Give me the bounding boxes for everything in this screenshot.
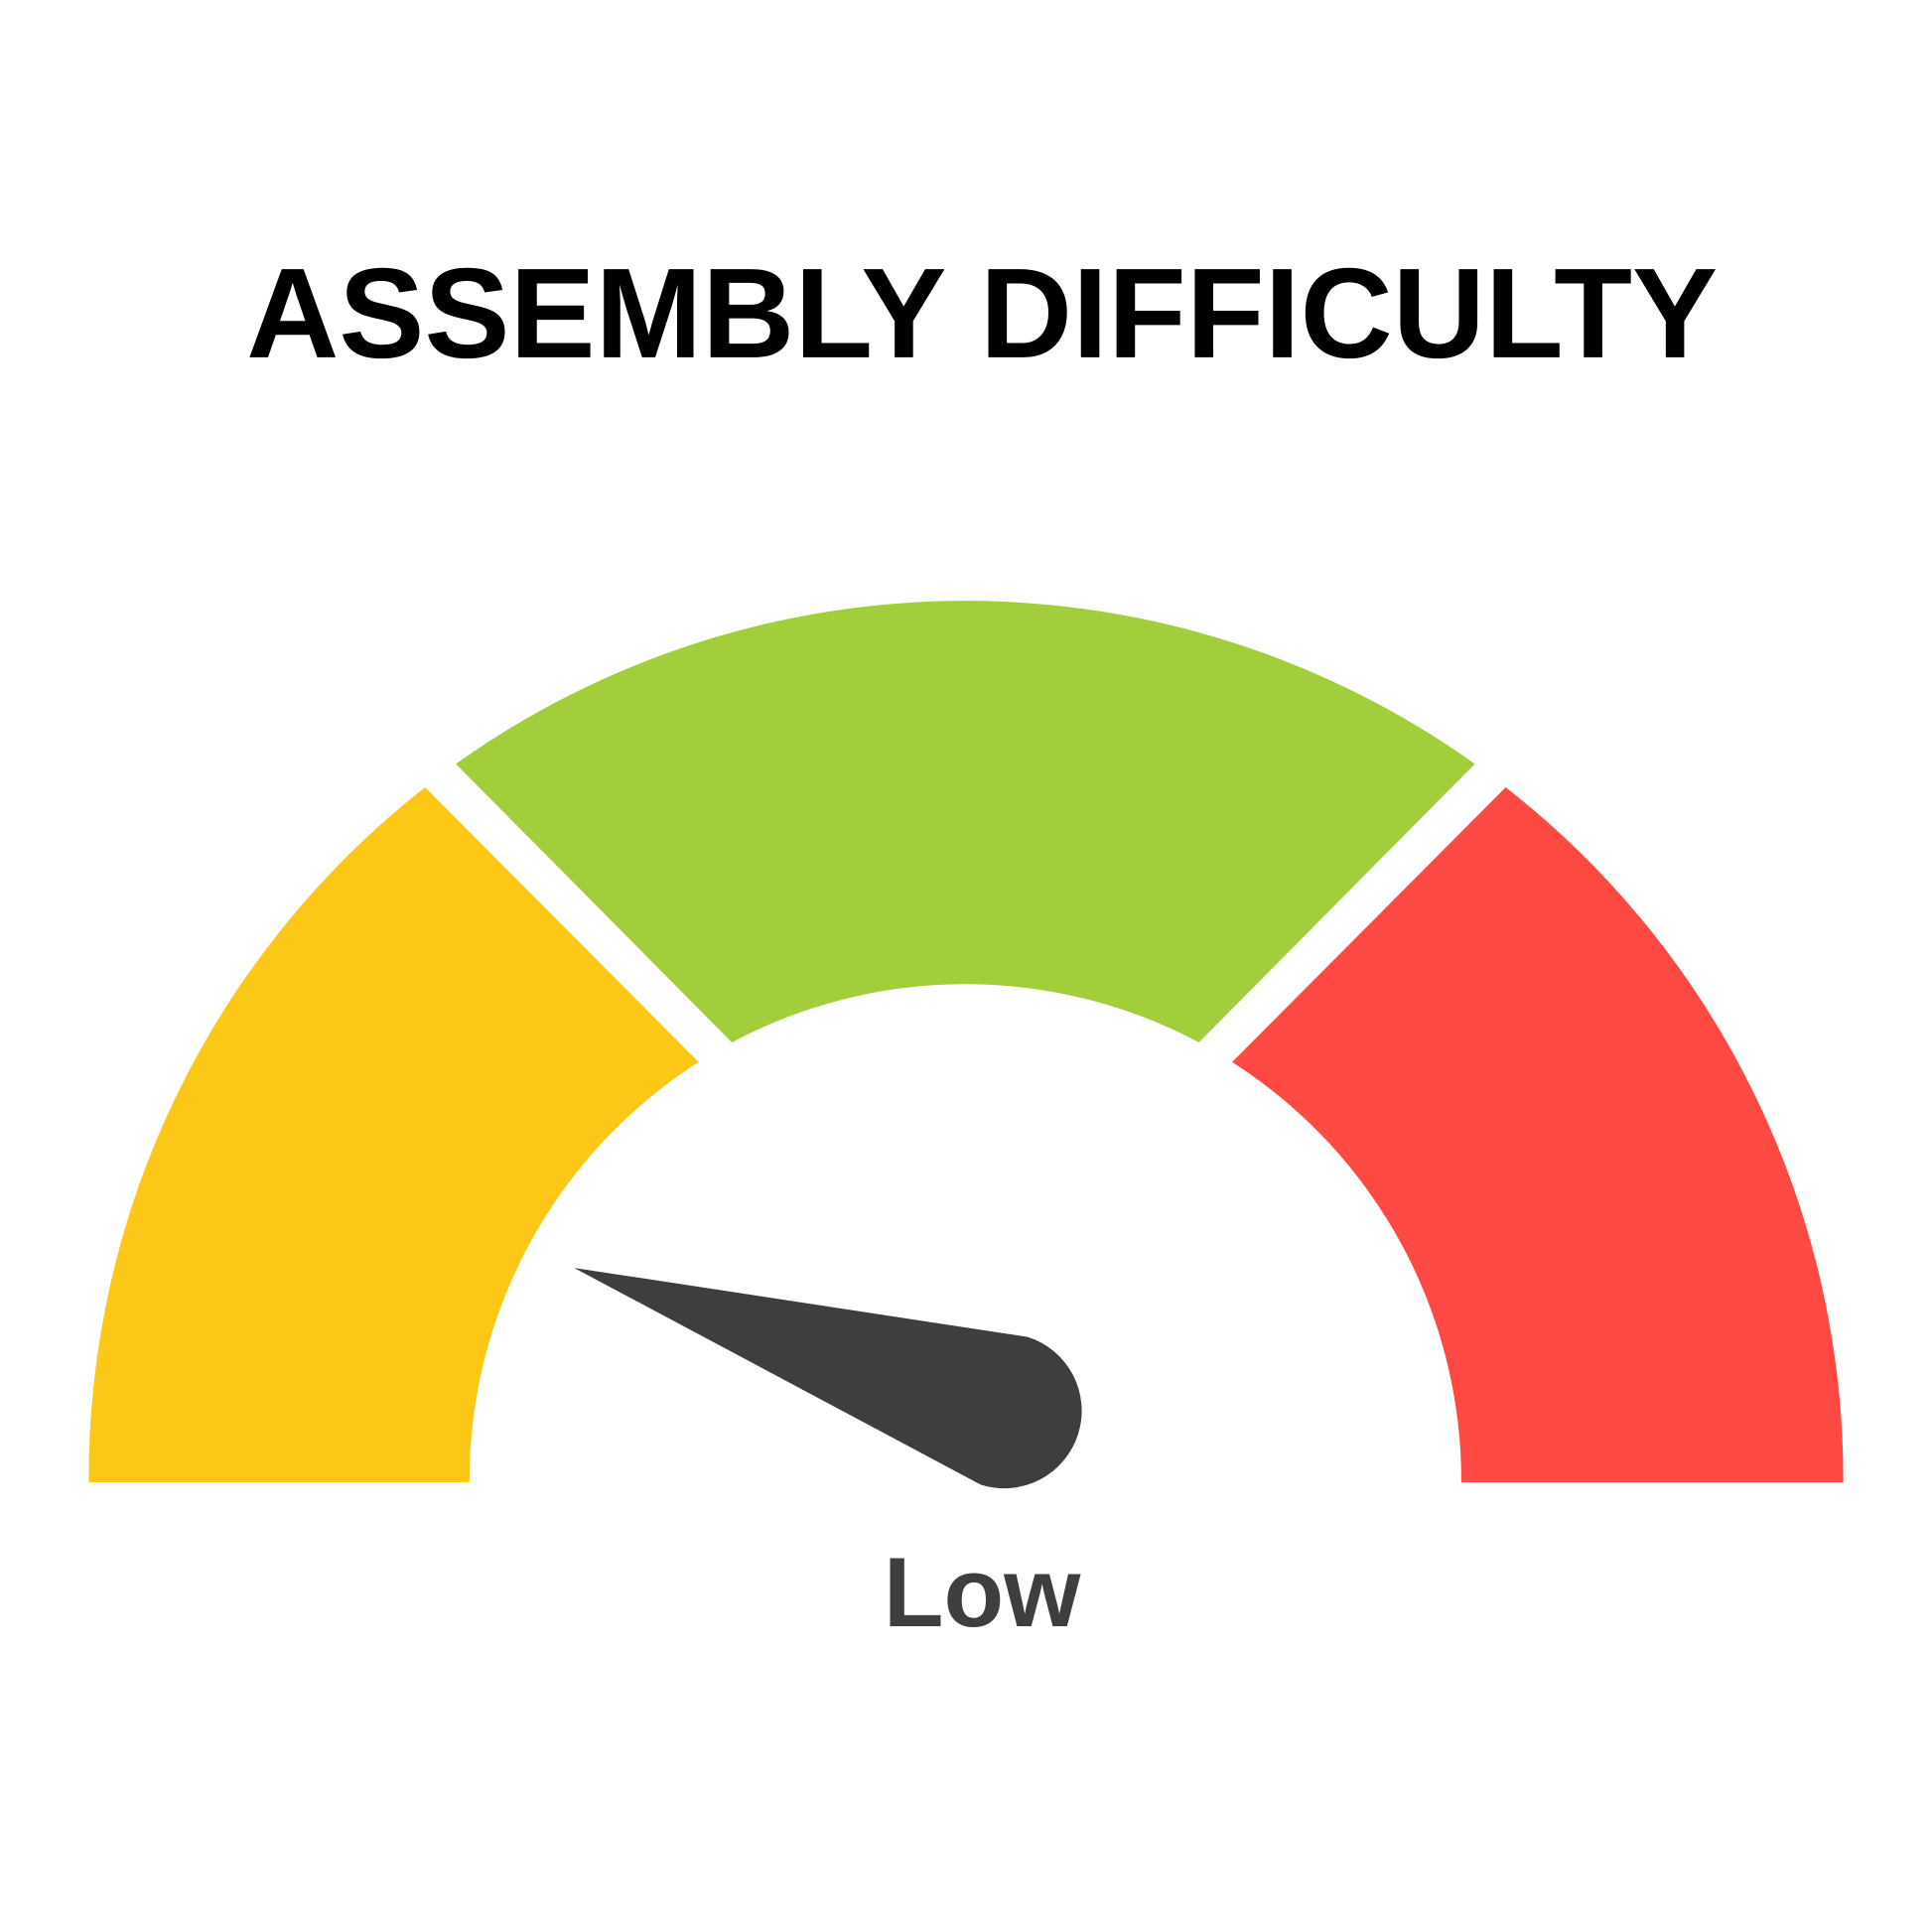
gauge-needle [574, 1268, 1082, 1489]
gauge-value-label: Low [884, 1538, 1081, 1648]
gauge-segment-low [88, 787, 699, 1483]
gauge-title: ASSEMBLY DIFFICULTY [246, 242, 1718, 385]
gauge-segment-medium [456, 601, 1475, 1042]
gauge-segment-high [1232, 787, 1844, 1483]
